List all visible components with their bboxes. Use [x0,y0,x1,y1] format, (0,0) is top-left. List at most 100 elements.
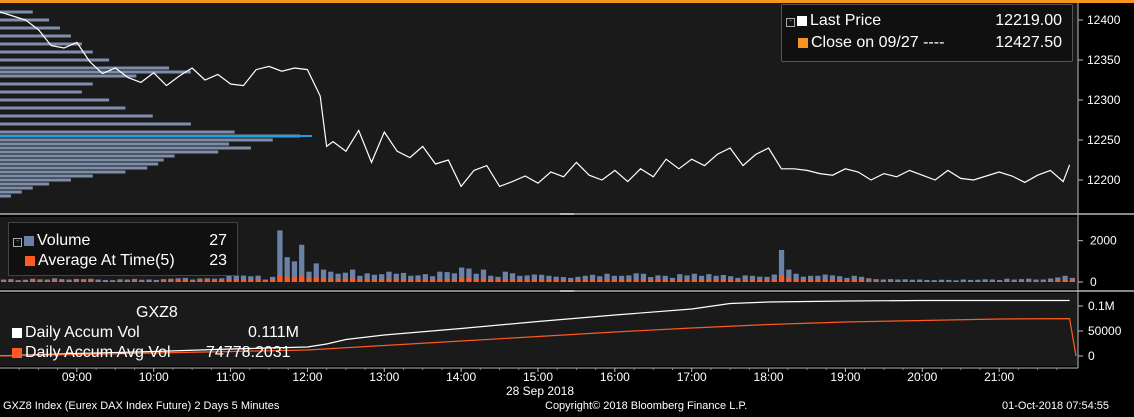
x-tick-label: 11:00 [216,370,245,384]
avg-bar [1004,280,1010,282]
accum-avg-value: 74778.2031 [206,344,291,361]
volume-bar [844,277,850,282]
avg-bar [684,279,690,282]
volume-bar [691,273,697,282]
avg-bar [175,280,181,282]
collapse-icon[interactable]: - [786,18,795,27]
volume-bar [757,276,763,282]
profile-bar [0,26,60,30]
avg-bar [568,280,574,282]
avg-bar [422,279,428,282]
profile-bar [0,98,110,102]
profile-bar [0,174,93,178]
avg-bar [335,278,341,282]
y-tick-label: 0 [1090,275,1097,289]
close-label: Close on 09/27 ---- [811,34,945,51]
collapse-icon[interactable]: - [13,238,22,247]
volume-bar [466,268,472,282]
y-tick-label: 0.1M [1088,299,1115,313]
avg-bar [139,280,145,282]
volume-bar [604,273,610,282]
avg-bar [742,279,748,282]
avg-bar [88,280,94,282]
profile-bar [0,178,71,182]
avg-bar [873,280,879,282]
avg-bar [37,280,43,282]
avg-bar [342,278,348,282]
x-date-label: 28 Sep 2018 [506,384,574,398]
y-tick-label: 2000 [1090,234,1117,248]
profile-bar [0,58,110,62]
profile-bar [0,138,273,142]
volume-bar [655,275,661,282]
avg-bar [909,280,916,282]
avg-bar [553,279,559,282]
volume-bar [299,244,305,282]
avg-bar [495,279,501,282]
close-value: 12427.50 [995,34,1062,51]
volume-bar [1055,277,1061,282]
avg-bar [866,280,872,282]
footer-security: GXZ8 Index (Eurex DAX Index Future) 2 Da… [3,400,280,412]
profile-bar [0,170,126,174]
volume-bar [764,276,770,282]
accum-vol-line [0,299,1070,357]
volume-bar [509,273,516,282]
volume-bar [560,277,567,282]
volume-bar [597,276,603,282]
price-legend: - Last Price 12219.00 Close on 09/27 ----… [781,4,1073,62]
avg-bar [379,279,385,282]
volume-bar [415,275,421,282]
avg-bar [437,278,443,282]
avg-bar [677,279,683,282]
volume-bar [284,257,290,282]
profile-bar [0,114,153,118]
profile-bar [0,74,137,78]
volume-bar [313,263,319,282]
avg-label: Average At Time(5) [38,252,175,269]
volume-bar [684,275,690,282]
volume-bar [444,272,450,282]
legend-row-accum: Daily Accum Vol 0.111M [12,324,308,342]
volume-bar [1040,279,1046,282]
profile-bar [0,162,159,166]
volume-bar [611,275,617,282]
avg-bar [728,279,734,282]
avg-bar [517,279,523,282]
avg-bar [691,279,697,282]
volume-bar [1004,278,1010,282]
last-price-label: Last Price [810,12,882,29]
avg-bar [153,280,159,282]
avg-bar [320,278,327,282]
avg-bar [415,279,421,282]
volume-bar [735,277,741,282]
avg-bar [618,279,625,282]
avg-bar [575,280,581,282]
avg-bar [1047,280,1054,282]
avg-bar [822,279,828,282]
profile-bar [0,186,33,190]
avg-bar [400,278,407,282]
avg-bar [8,280,14,282]
volume-bar [626,275,632,282]
avg-bar [858,280,865,282]
profile-bar [0,106,126,110]
avg-bar [393,278,399,282]
volume-bar [349,269,356,282]
volume-bar [648,277,654,282]
avg-bar [778,275,785,282]
volume-bar [531,274,537,282]
volume-bar [357,275,363,282]
volume-bar [451,273,458,282]
volume-bar [131,278,138,282]
profile-bar [0,90,82,94]
avg-bar [371,279,378,282]
avg-bar [749,279,756,282]
x-tick-label: 09:00 [62,370,92,384]
profile-bar [0,66,170,70]
volume-bar [582,275,588,282]
avg-bar [386,278,392,282]
profile-bar [0,130,235,134]
profile-bar [0,190,22,194]
avg-bar [531,279,537,282]
